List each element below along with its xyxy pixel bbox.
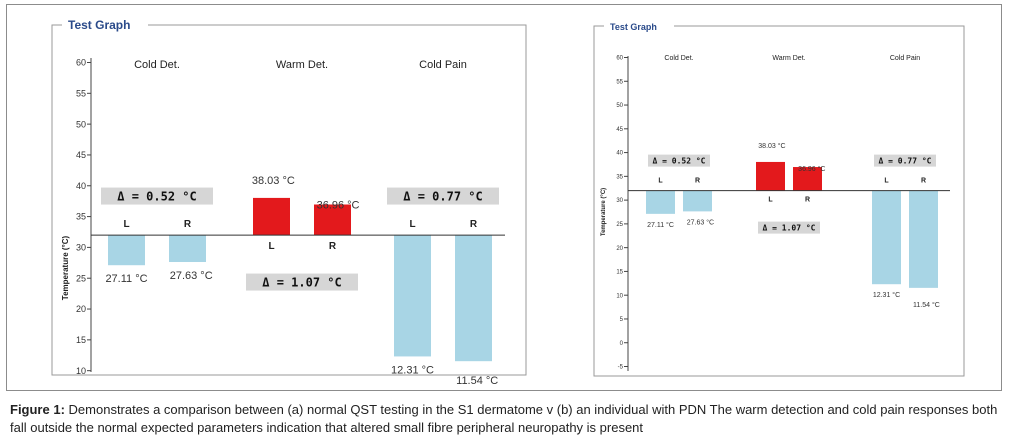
chart-a-y-tick-label: 60 — [76, 58, 86, 68]
chart-b-title: Test Graph — [610, 22, 657, 32]
chart-b-series-label-r: R — [695, 178, 700, 185]
chart-a-y-tick-label: 10 — [76, 366, 86, 376]
chart-a-y-axis-label: Temperature (°C) — [61, 235, 70, 300]
chart-a-y-tick-label: 55 — [76, 88, 86, 98]
chart-a-value-label-l: 12.31 °C — [391, 364, 434, 376]
chart-a-category-label: Cold Det. — [134, 59, 180, 71]
chart-b-bar-l — [646, 190, 675, 214]
chart-b-delta-label: Δ = 0.77 °C — [879, 156, 932, 165]
chart-a-value-label-r: 27.63 °C — [170, 270, 213, 282]
chart-b-y-tick-label: 60 — [616, 56, 623, 62]
chart-a-title: Test Graph — [68, 18, 130, 32]
chart-b-value-label-r: 27.63 °C — [687, 218, 714, 226]
chart-b-value-label-r: 11.54 °C — [913, 301, 940, 309]
chart-b-category-label: Cold Pain — [890, 55, 920, 62]
chart-a-value-label-l: 27.11 °C — [105, 273, 147, 285]
chart-a-series-label-l: L — [268, 241, 274, 252]
chart-b-y-tick-label: 0 — [620, 341, 624, 347]
chart-a-delta-box — [387, 187, 499, 205]
chart-a-y-tick-label: 40 — [76, 181, 86, 191]
chart-b-delta-box — [648, 154, 710, 167]
chart-a-y-tick-label: 50 — [76, 119, 86, 129]
chart-b-series-label-l: L — [884, 178, 889, 185]
chart-a-y-tick-label: 25 — [76, 273, 86, 283]
chart-b-y-tick-label: 45 — [616, 127, 623, 133]
chart-b-series-label-l: L — [768, 197, 773, 204]
chart-a-value-label-r: 36.96 °C — [317, 200, 360, 212]
chart-panel-b: Test Graph -5 0 5 10 15 20 25 30 35 40 45 50 55 60 Temp… — [593, 22, 965, 377]
chart-a-y-tick-label: 20 — [76, 304, 86, 314]
chart-b-y-tick-label: 20 — [616, 246, 623, 252]
chart-a-delta-label: Δ = 1.07 °C — [262, 275, 341, 289]
chart-a-bar-l — [253, 197, 290, 236]
chart-a-delta-label: Δ = 0.77 °C — [403, 189, 482, 203]
chart-b-group-frame — [593, 25, 965, 377]
chart-a-group-frame — [51, 24, 527, 376]
chart-a-y-tick-label: 45 — [76, 150, 86, 160]
chart-a-series-label-r: R — [470, 219, 478, 230]
chart-b-delta-label: Δ = 0.52 °C — [653, 156, 706, 165]
chart-b-value-label-r: 36.96 °C — [798, 165, 825, 173]
chart-b-value-label-l: 38.03 °C — [758, 142, 785, 150]
chart-a-delta-box — [101, 187, 213, 205]
chart-b-y-tick-label: 5 — [620, 317, 624, 323]
chart-a-bar-r — [169, 235, 206, 263]
chart-b-category-label: Cold Det. — [664, 55, 693, 62]
chart-a-series-label-r: R — [329, 241, 337, 252]
chart-b-series-label-r: R — [921, 178, 926, 185]
chart-a-y-tick-label: 30 — [76, 243, 86, 253]
figure-caption: Figure 1: Demonstrates a comparison betw… — [10, 401, 1000, 437]
chart-a-delta-label: Δ = 0.52 °C — [117, 189, 196, 203]
chart-a-category-label: Cold Pain — [419, 59, 467, 71]
chart-b-delta-box — [874, 154, 936, 167]
chart-b-bar-r — [683, 190, 712, 212]
caption-text: Demonstrates a comparison between (a) no… — [10, 402, 998, 435]
chart-a-bar-r — [455, 235, 492, 362]
chart-b-bar-r — [793, 167, 822, 191]
caption-label: Figure 1: — [10, 402, 65, 417]
chart-b-y-tick-label: 10 — [616, 293, 623, 299]
chart-b-y-tick-label: 50 — [616, 103, 623, 109]
chart-b-delta-box — [758, 221, 820, 234]
chart-b-y-tick-label: 40 — [616, 151, 623, 157]
chart-a-value-label-r: 11.54 °C — [456, 375, 498, 387]
chart-b-y-axis-label: Temperature (°C) — [601, 188, 607, 236]
chart-a-y-tick-label: 35 — [76, 212, 86, 222]
chart-a-bar-r — [314, 204, 351, 236]
chart-b-bar-r — [909, 190, 938, 288]
chart-b-svg: Test Graph -5 0 5 10 15 20 25 30 35 40 45 50 55 60 Temp… — [593, 22, 965, 377]
chart-b-bar-l — [756, 161, 785, 191]
chart-b-y-tick-label: 55 — [616, 79, 623, 85]
chart-panel-a: Test Graph 10 15 20 25 30 35 40 45 50 55 60 Temperat… — [0, 0, 540, 390]
chart-a-bar-l — [394, 235, 431, 357]
chart-b-y-tick-label: 30 — [616, 198, 623, 204]
chart-b-y-tick-label: 25 — [616, 222, 623, 228]
chart-a-value-label-l: 38.03 °C — [252, 175, 295, 187]
chart-b-bar-l — [872, 190, 901, 285]
chart-b-value-label-l: 12.31 °C — [873, 291, 900, 299]
chart-a-bar-l — [108, 235, 145, 266]
chart-a-category-label: Warm Det. — [276, 59, 328, 71]
chart-b-y-tick-label: 15 — [616, 270, 623, 276]
chart-b-value-label-l: 27.11 °C — [647, 221, 674, 229]
chart-b-series-label-l: L — [658, 178, 663, 185]
chart-b-delta-label: Δ = 1.07 °C — [763, 223, 816, 232]
chart-a-y-tick-label: 15 — [76, 335, 86, 345]
chart-a-delta-box — [246, 273, 358, 291]
figure-frame — [6, 4, 1002, 391]
chart-a-series-label-l: L — [123, 219, 129, 230]
chart-a-series-label-l: L — [409, 219, 415, 230]
chart-a-svg: Test Graph 10 15 20 25 30 35 40 45 50 55 60 Temperat… — [51, 18, 527, 387]
chart-b-category-label: Warm Det. — [772, 55, 805, 62]
chart-a-series-label-r: R — [184, 219, 192, 230]
chart-b-series-label-r: R — [805, 197, 810, 204]
chart-b-y-tick-label: -5 — [618, 365, 624, 371]
chart-b-y-tick-label: 35 — [616, 174, 623, 180]
